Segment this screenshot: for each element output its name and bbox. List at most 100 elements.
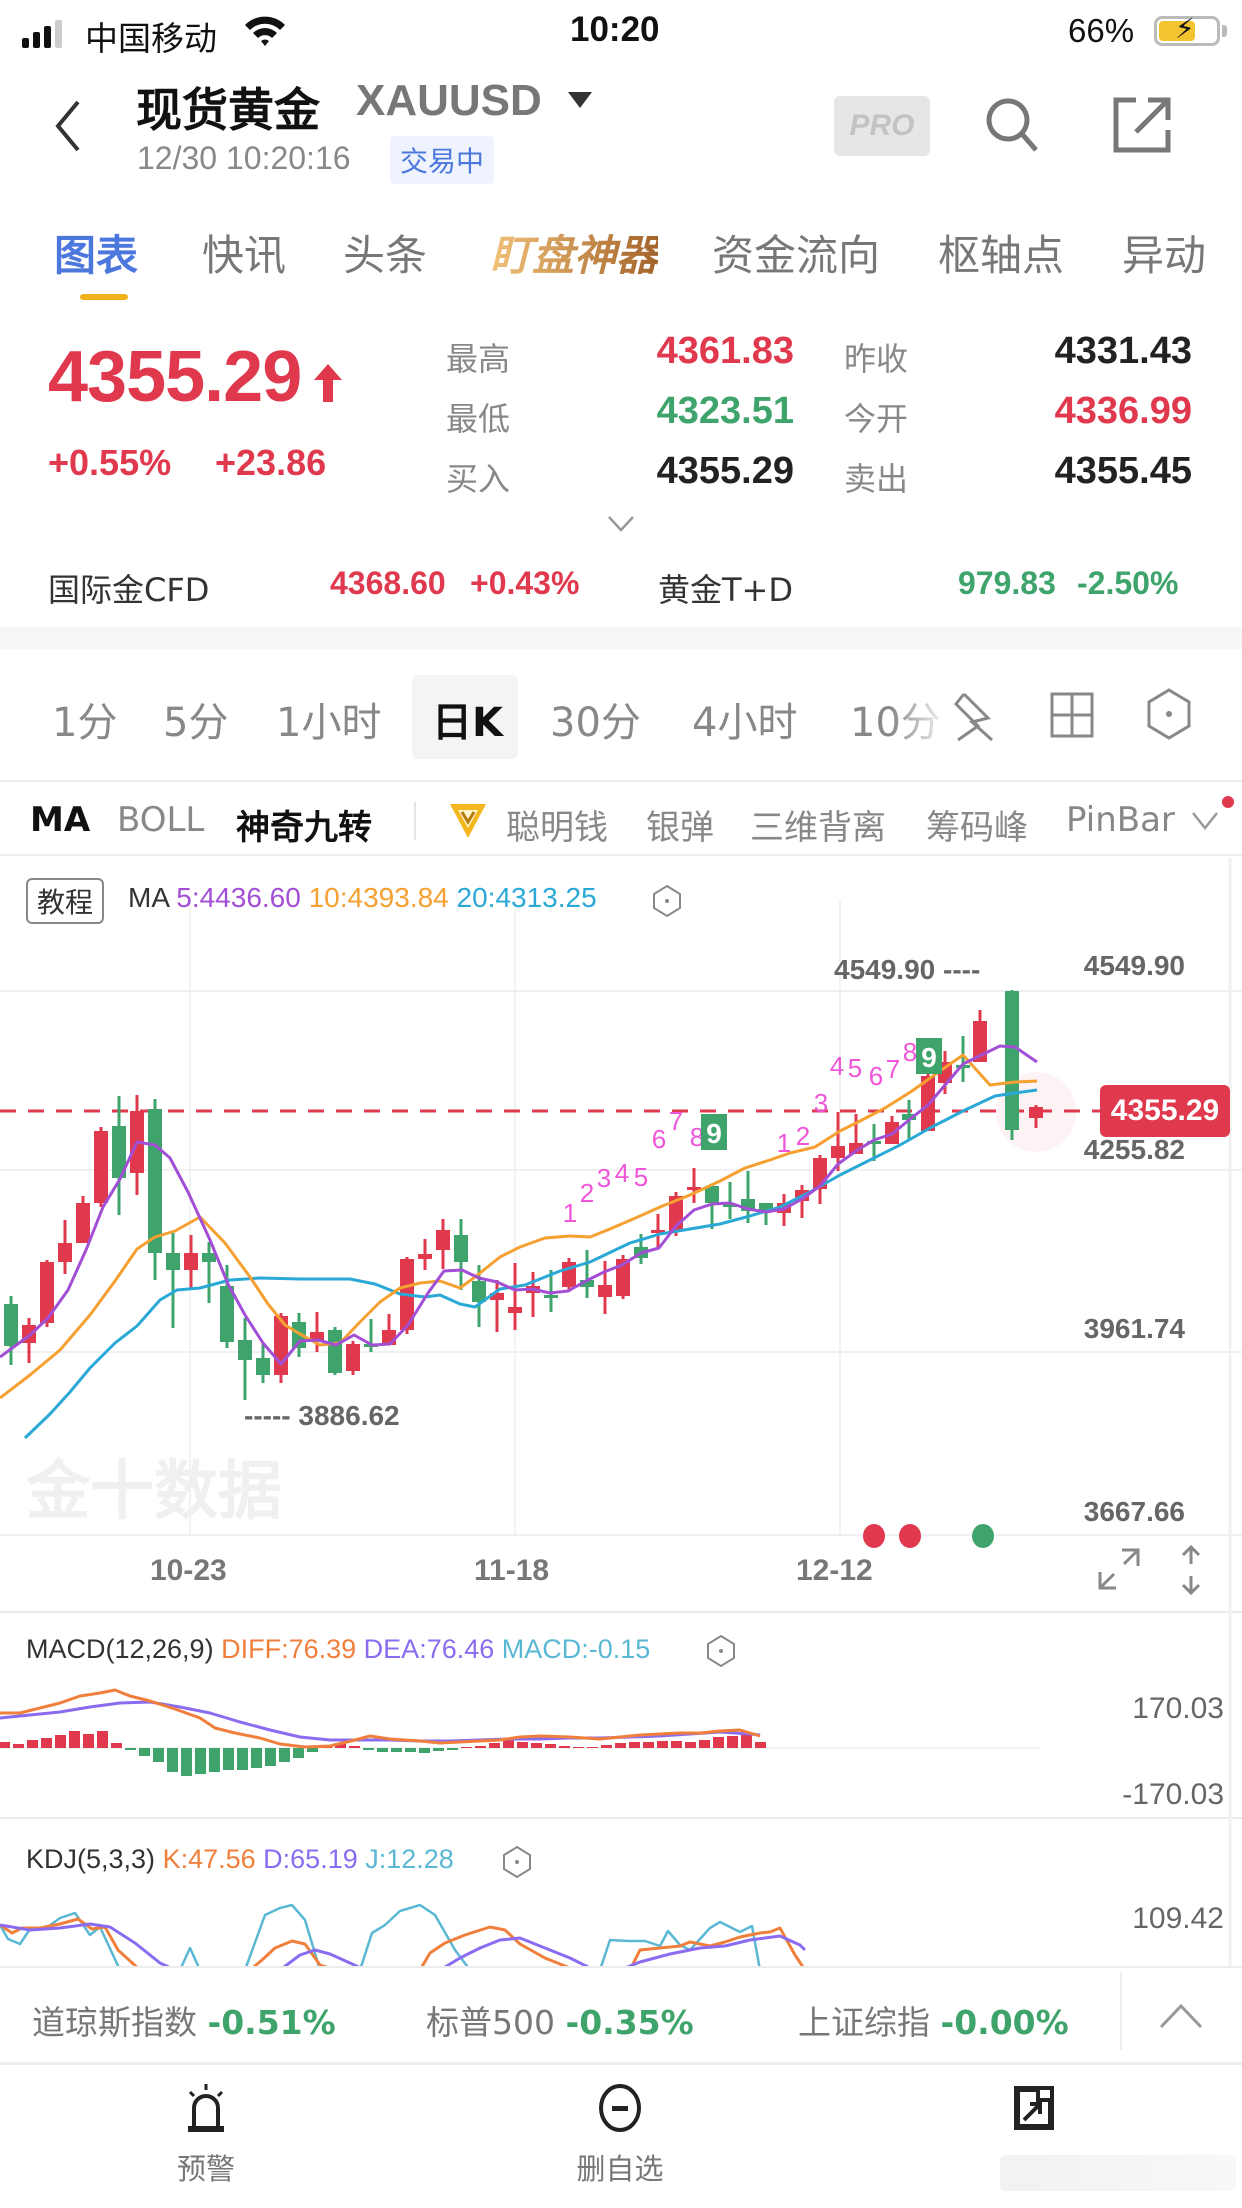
x-axis-label: 12-12 <box>796 1554 873 1587</box>
ticker-item[interactable]: 道琼斯指数 -0.51% <box>32 2003 336 2042</box>
bid-value: 4355.29 <box>656 450 794 492</box>
ma5-value: 5:4436.60 <box>176 882 301 913</box>
macd-value: MACD:-0.15 <box>501 1634 651 1664</box>
symbol-selector[interactable]: XAUUSD <box>356 76 542 125</box>
y-axis-tick: 3667.66 <box>1083 1496 1185 1527</box>
minus-circle-icon <box>599 2084 641 2132</box>
bid-label: 买入 <box>446 460 511 498</box>
more-indicators-chevron-icon[interactable] <box>1190 810 1220 832</box>
ma-legend: MA 5:4436.60 10:4393.84 20:4313.25 <box>128 882 597 913</box>
index-ticker: 道琼斯指数 -0.51% 标普500 -0.35% 上证综指 -0.00% <box>0 1972 1242 2062</box>
svg-text:4: 4 <box>615 1158 629 1188</box>
share-icon[interactable] <box>1112 94 1174 156</box>
related-name[interactable]: 黄金T+D <box>658 571 794 609</box>
last-price: 4355.29 <box>48 337 302 417</box>
bottom-toolbar: 预警 删自选 <box>0 2066 1242 2208</box>
pro-button[interactable]: PRO <box>834 96 930 156</box>
period-4h[interactable]: 4小时 <box>692 700 798 746</box>
related-name[interactable]: 国际金CFD <box>48 571 210 609</box>
active-tab-indicator <box>80 294 128 300</box>
x-axis-label: 11-18 <box>474 1554 550 1587</box>
notification-dot <box>1222 796 1234 808</box>
low-annotation: ----- 3886.62 <box>244 1400 400 1431</box>
remove-watchlist-button[interactable]: 删自选 <box>540 2082 700 2188</box>
section-divider <box>0 627 1242 649</box>
tab-flash-news[interactable]: 快讯 <box>202 231 287 280</box>
prev-close-value: 4331.43 <box>1054 330 1192 372</box>
indicator-boll[interactable]: BOLL <box>117 800 205 840</box>
ma-settings-icon[interactable] <box>652 884 682 918</box>
kdj-settings-icon[interactable] <box>502 1845 532 1879</box>
ticker-item[interactable]: 上证综指 -0.00% <box>798 2003 1069 2042</box>
current-price-tag: 4355.29 <box>1100 1085 1230 1137</box>
indicator-chip-peak[interactable]: 筹码峰 <box>926 808 1028 848</box>
chart-settings-icon[interactable] <box>1146 688 1192 740</box>
vertical-scale-icon[interactable] <box>1176 1544 1206 1596</box>
fullscreen-expand-icon[interactable] <box>1096 1546 1142 1592</box>
macd-y-bottom: -170.03 <box>1122 1778 1224 1811</box>
period-30m[interactable]: 30分 <box>550 700 641 746</box>
ask-value: 4355.45 <box>1054 450 1192 492</box>
related-change: -2.50% <box>1077 565 1179 601</box>
layout-grid-icon[interactable] <box>1050 692 1094 738</box>
battery-tip <box>1222 25 1227 37</box>
tab-watch-tool[interactable]: 盯盘神器 <box>490 222 658 283</box>
open-label: 今开 <box>844 400 909 438</box>
tab-pivot-points[interactable]: 枢轴点 <box>938 231 1065 280</box>
period-5m[interactable]: 5分 <box>163 700 229 746</box>
active-period-highlight <box>412 675 518 759</box>
tab-capital-flow[interactable]: 资金流向 <box>712 231 881 280</box>
collapse-chevron-up-icon[interactable] <box>1158 2002 1204 2030</box>
search-icon[interactable] <box>982 94 1042 154</box>
drawing-tool-icon[interactable] <box>952 690 1002 744</box>
svg-text:6: 6 <box>869 1061 883 1091</box>
period-1h[interactable]: 1小时 <box>276 700 382 746</box>
indicator-smart-money[interactable]: 聪明钱 <box>506 808 608 848</box>
indicator-3d-divergence[interactable]: 三维背离 <box>750 808 886 848</box>
clock: 10:20 <box>570 10 660 49</box>
tab-anomalies[interactable]: 异动 <box>1122 231 1207 280</box>
back-arrow-icon[interactable] <box>52 98 82 154</box>
kdj-y-top: 109.42 <box>1132 1902 1224 1935</box>
alert-button[interactable]: 预警 <box>126 2082 286 2188</box>
y-axis-tick: 4255.82 <box>1083 1134 1185 1165</box>
high-label: 最高 <box>446 340 511 378</box>
period-daily[interactable]: 日K <box>432 700 503 746</box>
share-export-button[interactable] <box>954 2082 1114 2146</box>
indicator-ma[interactable]: MA <box>30 800 91 840</box>
change-percent: +0.55% <box>48 442 172 483</box>
ma10-value: 10:4393.84 <box>308 882 449 913</box>
kdj-legend: KDJ(5,3,3) K:47.56 D:65.19 J:12.28 <box>26 1844 454 1874</box>
instrument-title: 现货黄金 <box>136 83 320 137</box>
related-quotes: 国际金CFD 4368.60 +0.43% 黄金T+D 979.83 -2.50… <box>0 555 1242 617</box>
indicator-magic-nine[interactable]: 神奇九转 <box>236 808 372 848</box>
tab-chart[interactable]: 图表 <box>54 231 139 280</box>
svg-text:9: 9 <box>706 1118 722 1149</box>
x-axis-label: 10-23 <box>150 1554 227 1587</box>
indicator-silver-bullet[interactable]: 银弹 <box>646 808 714 848</box>
period-1m[interactable]: 1分 <box>52 700 118 746</box>
status-bar: 中国移动 10:20 66% ⚡ <box>0 0 1242 62</box>
macd-dea: DEA:76.46 <box>363 1634 495 1664</box>
high-annotation: 4549.90 ---- <box>834 954 981 985</box>
y-axis-tick: 4549.90 <box>1083 950 1185 981</box>
svg-text:8: 8 <box>690 1122 704 1152</box>
svg-text:4: 4 <box>830 1051 844 1081</box>
macd-settings-icon[interactable] <box>706 1634 736 1668</box>
watermark: 金十数据 <box>26 1455 282 1529</box>
ticker-item[interactable]: 标普500 -0.35% <box>426 2003 694 2042</box>
svg-text:1: 1 <box>777 1128 791 1158</box>
svg-text:2: 2 <box>796 1121 810 1151</box>
macd-y-top: 170.03 <box>1132 1692 1224 1725</box>
kdj-j: J:12.28 <box>365 1844 454 1874</box>
expand-chevron-icon[interactable] <box>606 514 636 534</box>
tab-headlines[interactable]: 头条 <box>343 231 428 280</box>
tutorial-button[interactable]: 教程 <box>26 878 104 924</box>
high-value: 4361.83 <box>656 330 794 372</box>
cellular-signal-icon <box>22 20 62 48</box>
quote-datetime: 12/30 10:20:16 <box>137 140 351 176</box>
caret-down-icon[interactable] <box>568 92 592 108</box>
indicator-pinbar[interactable]: PinBar <box>1066 800 1175 840</box>
related-change: +0.43% <box>470 565 580 601</box>
